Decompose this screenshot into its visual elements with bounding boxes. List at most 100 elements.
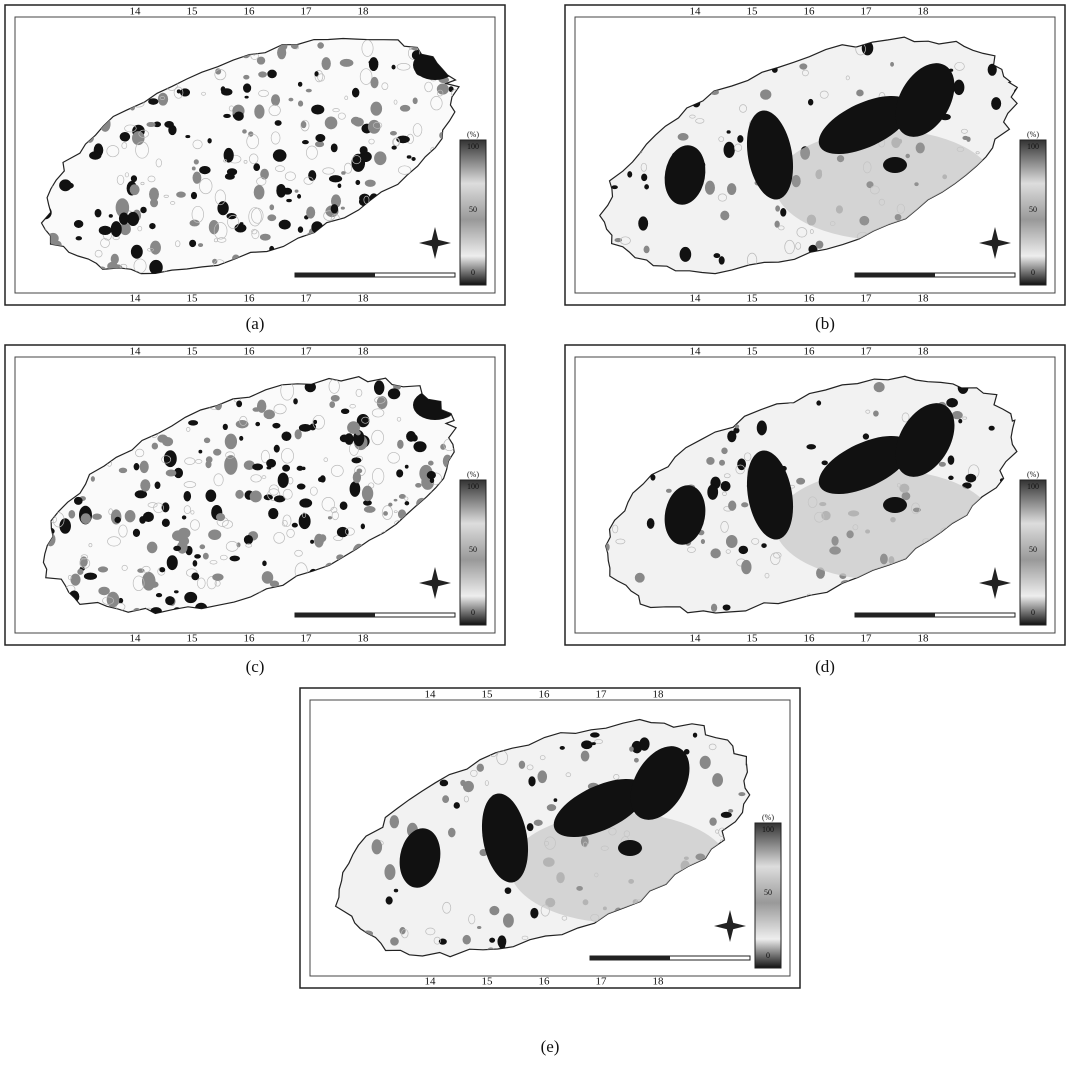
land-patch <box>282 465 289 471</box>
land-patch <box>193 172 201 183</box>
land-patch <box>721 481 730 491</box>
legend-unit: (%) <box>467 130 479 139</box>
bottom-tick-label: 18 <box>918 633 930 645</box>
land-patch <box>554 799 557 802</box>
land-patch <box>414 442 426 452</box>
land-patch <box>461 780 466 786</box>
land-patch <box>268 70 277 78</box>
land-patch <box>412 157 416 160</box>
land-patch <box>678 133 688 140</box>
land-patch <box>330 402 335 408</box>
land-patch <box>221 89 232 96</box>
land-patch <box>216 513 224 520</box>
land-patch <box>822 461 828 465</box>
land-patch <box>257 400 266 413</box>
land-patch <box>300 499 312 508</box>
land-patch <box>135 491 147 498</box>
land-patch <box>400 927 406 934</box>
land-patch <box>413 98 417 104</box>
land-patch <box>724 142 735 158</box>
top-tick-label: 14 <box>130 6 142 18</box>
land-patch <box>225 434 237 449</box>
land-patch <box>392 65 395 69</box>
panel-caption: (b) <box>815 314 835 333</box>
land-patch <box>547 805 556 811</box>
land-patch <box>371 77 378 88</box>
land-patch <box>212 259 217 264</box>
bottom-tick-label: 15 <box>747 293 759 305</box>
land-patch <box>390 815 399 827</box>
land-patch <box>415 483 421 487</box>
land-patch <box>298 101 302 106</box>
land-patch <box>81 514 91 524</box>
land-patch <box>340 59 353 66</box>
bottom-tick-label: 18 <box>358 293 370 305</box>
land-patch <box>257 57 265 64</box>
bottom-tick-label: 16 <box>539 976 551 988</box>
legend-unit: (%) <box>762 813 774 822</box>
top-tick-label: 14 <box>130 346 142 358</box>
land-patch <box>244 75 250 79</box>
map-panel: 14141515161617171818(%)100500 <box>300 688 800 988</box>
land-patch <box>952 411 962 419</box>
bottom-tick-label: 18 <box>918 293 930 305</box>
land-patch <box>149 188 158 201</box>
land-patch <box>134 463 139 470</box>
land-patch <box>279 220 290 229</box>
land-patch <box>538 771 547 783</box>
land-patch <box>331 204 338 213</box>
land-patch <box>199 166 210 173</box>
legend-value: 0 <box>471 268 475 277</box>
top-tick-label: 15 <box>187 346 199 358</box>
land-patch <box>721 812 731 817</box>
top-tick-label: 17 <box>301 6 313 18</box>
land-patch <box>182 516 186 519</box>
land-patch <box>390 131 396 135</box>
land-patch <box>647 519 654 529</box>
legend-value: 50 <box>764 888 772 897</box>
land-patch <box>147 574 152 578</box>
land-patch <box>490 906 499 915</box>
top-tick-label: 14 <box>425 689 437 701</box>
land-patch <box>534 820 542 826</box>
map-panel: 14141515161617171818(%)100500 <box>5 5 505 305</box>
land-patch <box>680 247 691 261</box>
bottom-tick-label: 14 <box>690 633 702 645</box>
land-patch <box>391 937 399 945</box>
land-patch <box>757 421 766 435</box>
land-patch <box>188 420 197 425</box>
land-patch <box>192 167 195 170</box>
land-patch <box>727 131 730 134</box>
land-patch <box>140 461 148 473</box>
legend-value: 100 <box>467 142 479 151</box>
land-patch <box>263 561 267 566</box>
land-patch <box>693 733 697 737</box>
land-patch <box>256 422 260 426</box>
land-patch <box>666 489 671 493</box>
land-patch <box>174 546 181 551</box>
land-patch <box>634 758 638 762</box>
land-patch <box>385 865 395 880</box>
land-patch <box>89 152 101 160</box>
bottom-tick-label: 15 <box>187 633 199 645</box>
land-patch <box>331 144 337 152</box>
land-patch <box>177 192 186 198</box>
panel-caption: (d) <box>815 657 835 676</box>
land-patch <box>316 134 325 141</box>
land-patch <box>635 573 644 582</box>
land-patch <box>359 194 369 203</box>
land-patch <box>315 142 323 147</box>
bottom-tick-label: 17 <box>301 633 313 645</box>
legend-value: 0 <box>471 608 475 617</box>
land-patch <box>203 553 208 559</box>
land-patch <box>69 510 75 518</box>
land-patch <box>477 926 481 928</box>
land-patch <box>640 738 650 751</box>
land-patch <box>111 254 119 264</box>
land-patch <box>800 64 807 70</box>
land-patch <box>374 152 386 165</box>
land-patch <box>394 889 398 892</box>
map-panel: 14141515161617171818(%)100500 <box>5 345 505 645</box>
land-patch <box>371 102 382 115</box>
land-patch <box>277 184 286 197</box>
